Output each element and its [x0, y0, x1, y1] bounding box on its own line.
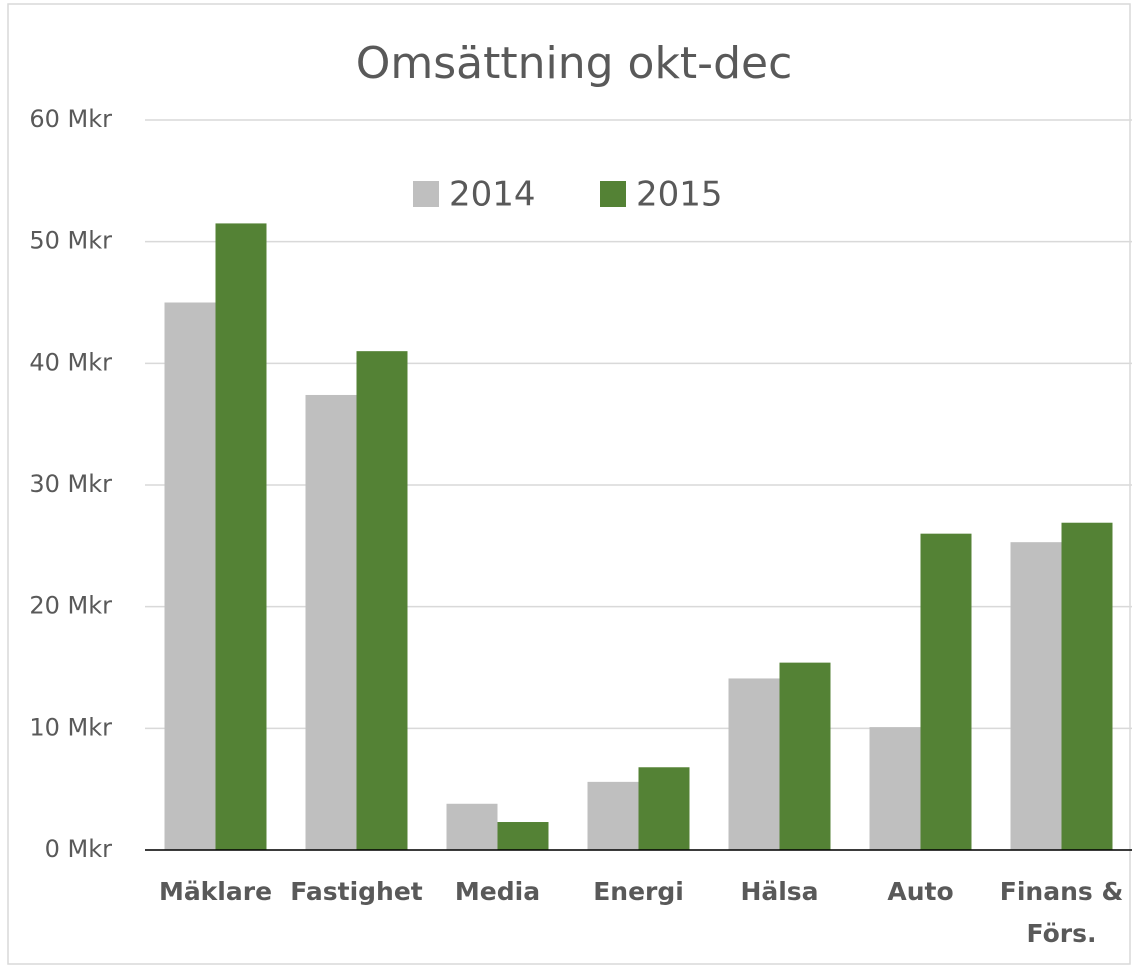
bar	[446, 803, 498, 850]
x-tick-label: Energi	[593, 877, 684, 906]
bar	[779, 662, 831, 850]
bar	[215, 223, 267, 850]
legend-label: 2014	[449, 175, 536, 215]
bar	[305, 394, 357, 850]
x-tick-label: Finans & Förs.	[1000, 877, 1124, 948]
x-tick-line: Förs.	[1027, 919, 1097, 948]
bar	[638, 767, 690, 850]
chart-title: Omsättning okt-dec	[356, 38, 793, 89]
legend-swatch	[600, 181, 626, 207]
x-tick-label: Auto	[887, 877, 953, 906]
bar	[164, 302, 216, 850]
bar	[1010, 542, 1062, 850]
x-tick-line: Finans &	[1000, 877, 1124, 906]
bar	[869, 727, 921, 850]
x-tick-label: Media	[455, 877, 540, 906]
y-tick-label: 20 Mkr	[29, 592, 112, 620]
legend-swatch	[413, 181, 439, 207]
y-tick-label: 10 Mkr	[29, 713, 112, 741]
chart-frame	[7, 3, 1131, 965]
x-tick-label: Mäklare	[159, 877, 272, 906]
bar	[587, 781, 639, 850]
y-tick-label: 0 Mkr	[45, 835, 113, 863]
y-tick-label: 50 Mkr	[29, 227, 112, 255]
bar	[728, 678, 780, 850]
bar	[1061, 522, 1113, 850]
y-tick-label: 40 Mkr	[29, 348, 112, 376]
x-tick-label: Hälsa	[740, 877, 818, 906]
x-tick-label: Fastighet	[290, 877, 423, 906]
bar	[497, 822, 549, 850]
y-tick-label: 60 Mkr	[29, 105, 112, 133]
legend-label: 2015	[636, 175, 723, 215]
bar	[356, 351, 408, 850]
y-tick-label: 30 Mkr	[29, 470, 112, 498]
bar	[920, 533, 972, 850]
